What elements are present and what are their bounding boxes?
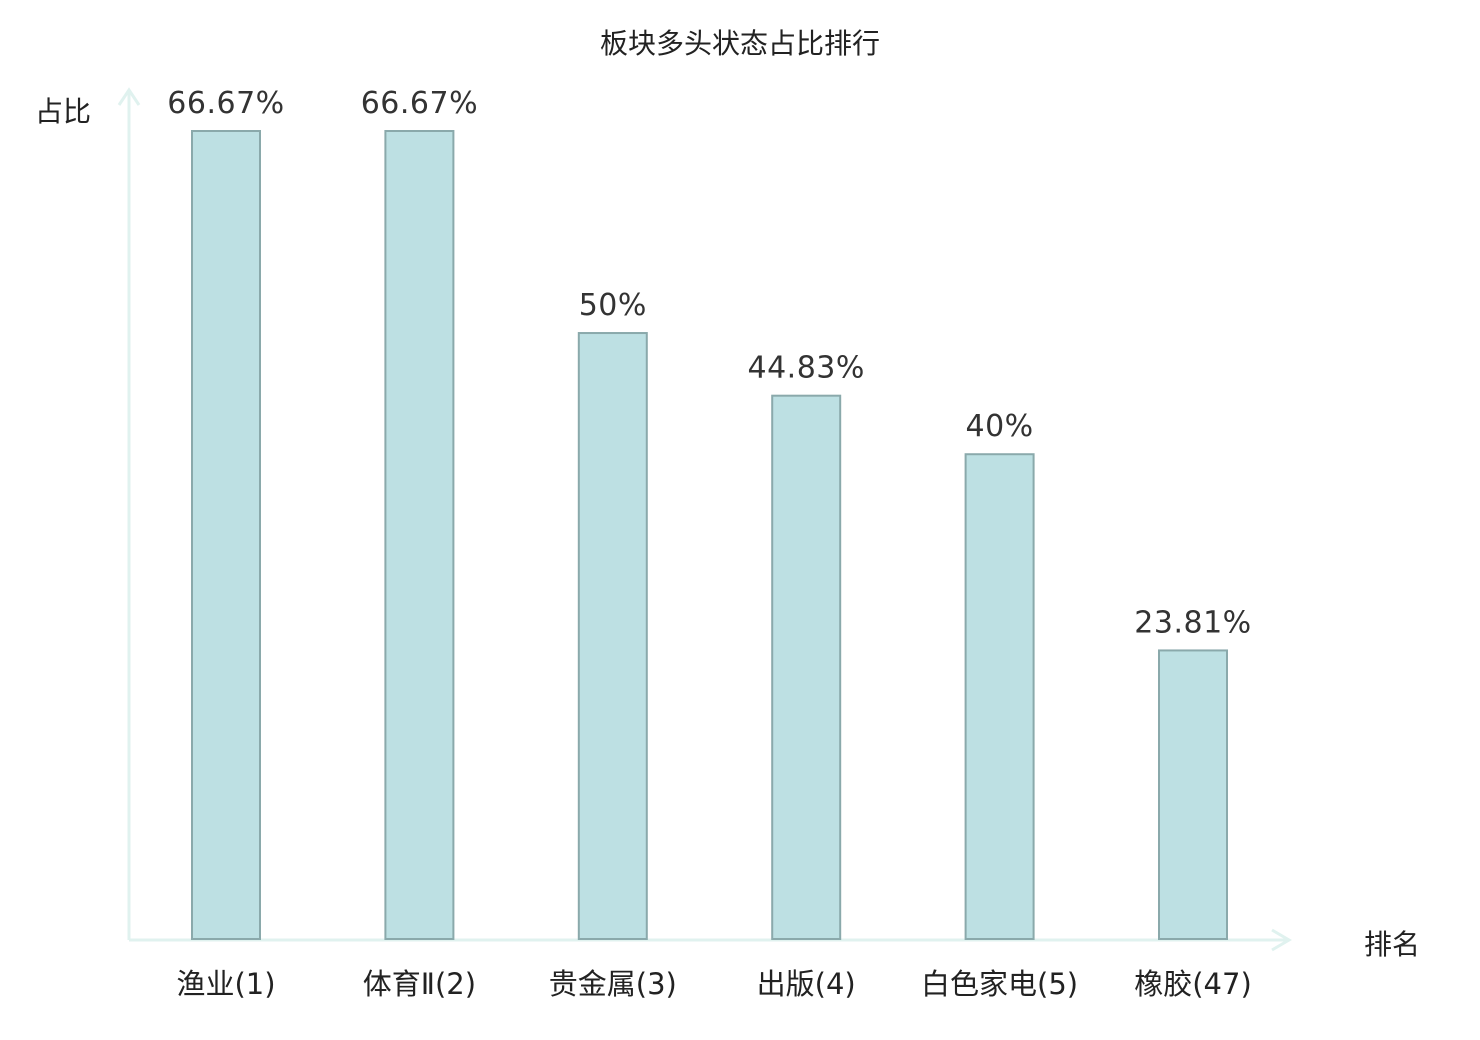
category-label: 渔业(1) xyxy=(176,967,275,1001)
bar xyxy=(577,332,648,941)
x-axis-label: 排名 xyxy=(1364,928,1420,961)
category-name: 贵金属 xyxy=(549,967,636,1001)
bars-group xyxy=(191,130,1228,941)
x-axis xyxy=(129,928,1292,952)
category-name: 白色家电 xyxy=(921,967,1037,1001)
chart-title: 板块多头状态占比排行 xyxy=(600,27,880,60)
category-name: 体育Ⅱ xyxy=(363,967,435,1001)
bar-value-label: 44.83% xyxy=(748,351,865,386)
category-label: 体育Ⅱ(2) xyxy=(363,967,476,1001)
bar xyxy=(191,130,261,940)
bar-value-label: 66.67% xyxy=(167,86,284,121)
category-rank: (3) xyxy=(636,967,677,1001)
bar xyxy=(964,453,1035,940)
category-labels-group: 渔业(1) 体育Ⅱ(2) 贵金属(3) 出版(4) 白色家电(5) 橡胶(47) xyxy=(176,967,1251,1001)
bar-value-label: 40% xyxy=(966,409,1034,444)
category-label: 白色家电(5) xyxy=(921,967,1078,1001)
value-labels-group: 66.67% 66.67% 50% 44.83% 40% 23.81% xyxy=(167,86,1251,640)
bar-value-label: 50% xyxy=(579,288,647,323)
bar xyxy=(771,394,842,940)
category-rank: (2) xyxy=(435,967,476,1001)
bar xyxy=(384,130,455,940)
category-name: 橡胶 xyxy=(1134,967,1192,1001)
category-name: 出版 xyxy=(757,967,815,1001)
category-label: 橡胶(47) xyxy=(1134,967,1252,1001)
category-rank: (47) xyxy=(1192,967,1252,1001)
bar-value-label: 66.67% xyxy=(361,86,478,121)
category-rank: (5) xyxy=(1037,967,1078,1001)
bar xyxy=(1158,649,1228,941)
category-label: 出版(4) xyxy=(757,967,856,1001)
y-axis xyxy=(117,87,141,940)
category-rank: (1) xyxy=(234,967,275,1001)
category-rank: (4) xyxy=(815,967,856,1001)
bar-value-label: 23.81% xyxy=(1134,605,1251,640)
category-label: 贵金属(3) xyxy=(549,967,677,1001)
y-axis-label: 占比 xyxy=(35,95,91,128)
category-name: 渔业 xyxy=(176,967,234,1001)
